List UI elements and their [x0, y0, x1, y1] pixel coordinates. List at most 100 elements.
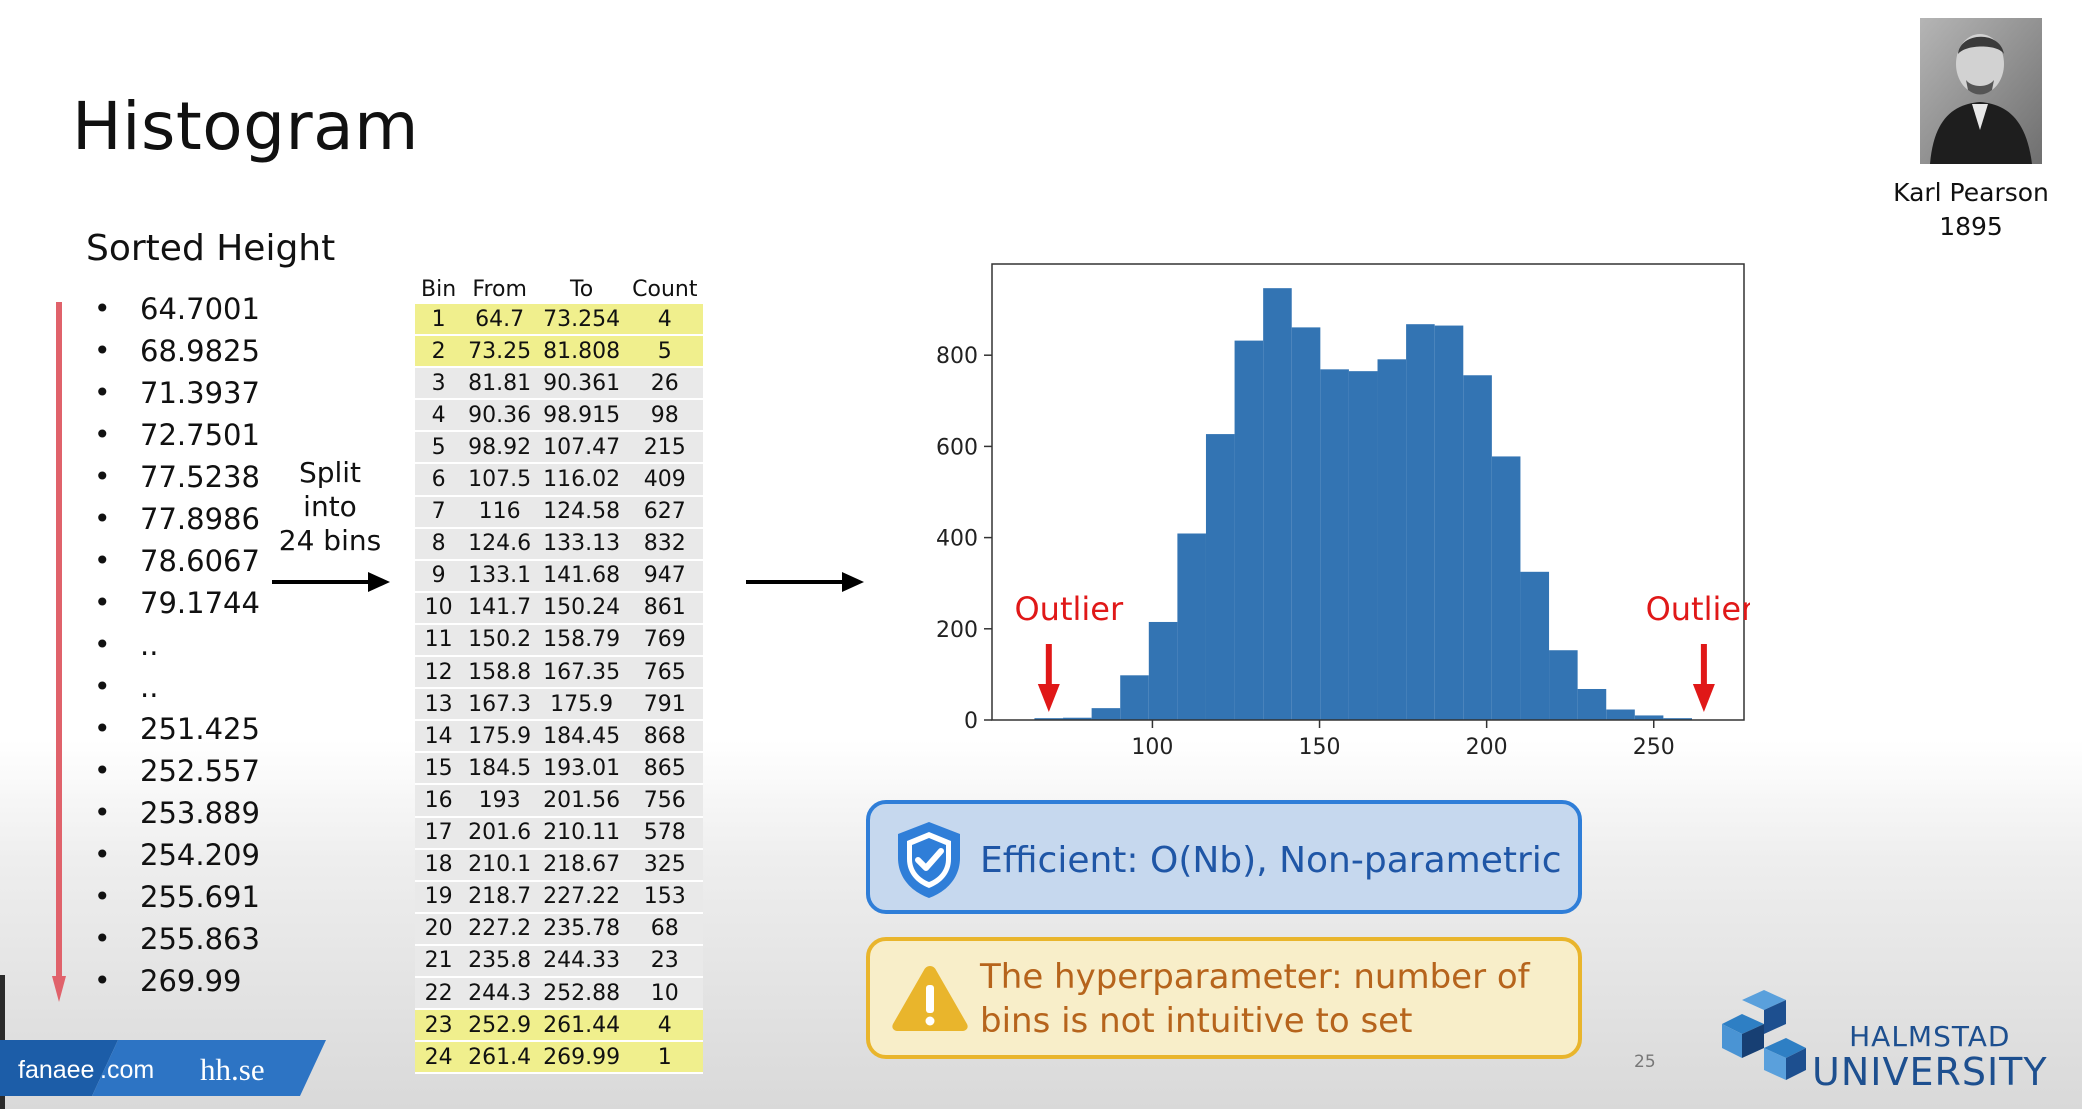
cell-bin: 12 — [415, 656, 463, 690]
histogram-bar — [1120, 675, 1149, 720]
bins-table-row: 17 201.6 210.11 578 — [415, 816, 704, 850]
bins-table-row: 24 261.4 269.99 1 — [415, 1041, 704, 1075]
warning-triangle-icon — [892, 966, 968, 1031]
x-tick-label: 250 — [1633, 735, 1675, 760]
bins-table-row: 20 227.2 235.78 68 — [415, 912, 704, 946]
cell-from: 98.92 — [462, 431, 538, 465]
cell-bin: 6 — [415, 463, 463, 497]
bins-table-row: 3 81.81 90.361 26 — [415, 367, 704, 401]
bins-table-header: Bin From To Count — [415, 274, 703, 304]
university-line2: UNIVERSITY — [1812, 1050, 2048, 1094]
cell-to: 252.88 — [537, 976, 627, 1011]
cell-from: 175.9 — [462, 720, 538, 754]
histogram-bar — [1034, 718, 1064, 720]
split-label: Split into 24 bins — [270, 456, 390, 558]
sorted-height-item: 79.1744 — [92, 582, 260, 624]
cell-bin: 21 — [415, 944, 463, 978]
banner-site1-b: .com — [100, 1056, 154, 1084]
banner-site2: hh.se — [200, 1052, 265, 1087]
sorted-height-item: 64.7001 — [92, 288, 260, 330]
cell-to: 167.35 — [537, 656, 627, 690]
bins-table: Bin From To Count 1 64.7 73.254 4 2 73.25 81.8… — [415, 274, 704, 1075]
cell-to: 184.45 — [537, 720, 627, 754]
histogram-bar — [1491, 456, 1521, 720]
cell-bin: 22 — [415, 976, 463, 1011]
cell-from: 73.25 — [462, 335, 538, 369]
cell-bin: 20 — [415, 912, 463, 946]
warning-callout: The hyperparameter: number of bins is no… — [866, 937, 1582, 1059]
portrait-name: Karl Pearson — [1893, 178, 2049, 207]
cell-count: 578 — [626, 816, 704, 850]
karl-pearson-portrait — [1920, 18, 2042, 164]
cell-bin: 13 — [415, 688, 463, 722]
cell-to: 158.79 — [537, 623, 627, 658]
cell-to: 141.68 — [537, 559, 627, 593]
cell-from: 141.7 — [462, 591, 538, 625]
cell-bin: 17 — [415, 816, 463, 850]
bins-table-row: 8 124.6 133.13 832 — [415, 527, 704, 561]
outlier-arrow-shaft — [1045, 644, 1052, 688]
header-count: Count — [632, 276, 698, 302]
outlier-arrow-shaft — [1700, 644, 1707, 688]
cell-from: 184.5 — [462, 752, 538, 786]
outlier-arrow-head — [1692, 684, 1715, 712]
sort-direction-arrow — [52, 302, 66, 1002]
cell-to: 227.22 — [537, 880, 627, 914]
bins-table-row: 5 98.92 107.47 215 — [415, 431, 704, 465]
sorted-height-title: Sorted Height — [86, 228, 336, 269]
split-label-line: Split — [298, 456, 362, 489]
cell-bin: 4 — [415, 399, 463, 433]
cell-from: 218.7 — [462, 880, 538, 914]
bins-table-row: 14 175.9 184.45 868 — [415, 720, 704, 754]
sorted-height-item: 68.9825 — [92, 330, 260, 372]
histogram-bar — [1234, 340, 1264, 720]
x-tick-label: 150 — [1299, 735, 1341, 760]
cell-from: 227.2 — [462, 912, 538, 946]
cell-count: 861 — [626, 591, 704, 625]
outlier-arrow-head — [1037, 684, 1060, 712]
cell-from: 64.7 — [462, 304, 538, 337]
sorted-height-item: 71.3937 — [92, 372, 260, 414]
cell-bin: 14 — [415, 720, 463, 754]
split-label-line: into — [303, 490, 357, 523]
histogram-bar — [1320, 369, 1349, 720]
histogram-bar — [1463, 375, 1492, 720]
cell-to: 150.24 — [537, 591, 627, 625]
cell-from: 193 — [462, 784, 538, 818]
cell-to: 98.915 — [537, 399, 627, 433]
arrow-to-chart — [746, 572, 864, 592]
cell-to: 116.02 — [537, 463, 627, 497]
split-label-line: 24 bins — [278, 524, 382, 557]
bins-table-row: 16 193 201.56 756 — [415, 784, 704, 818]
plot-frame — [991, 263, 1745, 721]
university-line1: HALMSTAD — [1849, 1020, 2011, 1053]
cell-to: 124.58 — [537, 495, 627, 529]
cell-count: 832 — [626, 527, 704, 561]
cell-bin: 2 — [415, 335, 463, 369]
cell-from: 261.4 — [462, 1041, 538, 1075]
cell-to: 269.99 — [537, 1041, 627, 1075]
cell-count: 1 — [626, 1041, 704, 1075]
cell-count: 868 — [626, 720, 704, 754]
histogram-bar — [1434, 325, 1464, 720]
bins-table-row: 6 107.5 116.02 409 — [415, 463, 704, 497]
cell-count: 765 — [626, 656, 704, 690]
sorted-height-item: 269.99 — [92, 960, 260, 1002]
cell-count: 5 — [626, 335, 704, 369]
cell-count: 627 — [626, 495, 704, 529]
cell-count: 23 — [626, 944, 704, 978]
sorted-height-list: 64.700168.982571.393772.750177.523877.89… — [92, 288, 260, 1002]
histogram-bar — [1549, 650, 1578, 720]
arrow-to-table — [272, 572, 390, 592]
cell-from: 81.81 — [462, 367, 538, 401]
header-bin: Bin — [421, 276, 457, 302]
bins-table-row: 2 73.25 81.808 5 — [415, 335, 704, 369]
outlier-label: Outlier — [1014, 590, 1123, 628]
cell-from: 116 — [462, 495, 538, 529]
cell-to: 107.47 — [537, 431, 627, 465]
cell-bin: 15 — [415, 752, 463, 786]
bins-table-row: 10 141.7 150.24 861 — [415, 591, 704, 625]
shield-check-icon — [898, 822, 960, 898]
cell-to: 193.01 — [537, 752, 627, 786]
histogram-bar — [1148, 621, 1178, 720]
